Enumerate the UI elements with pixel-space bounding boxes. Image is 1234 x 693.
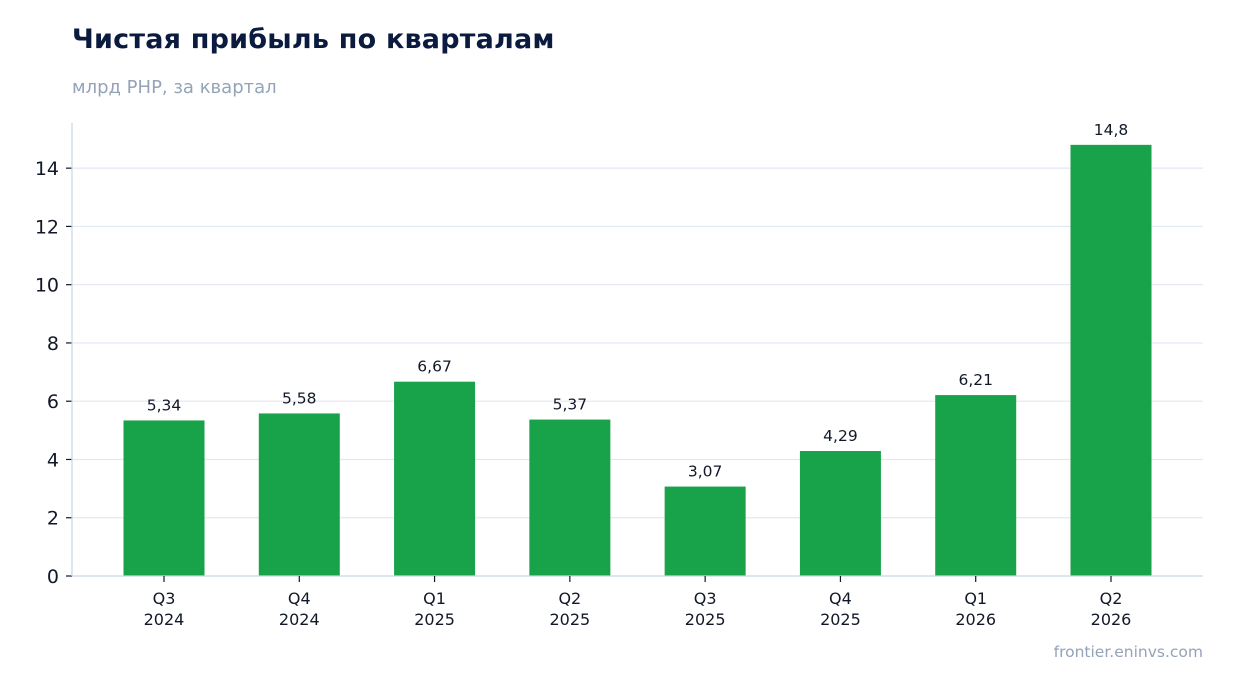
data-label: 6,67	[417, 358, 452, 376]
bar	[258, 413, 340, 576]
y-tick-label: 14	[35, 158, 59, 180]
chart-subtitle: млрд РНР, за квартал	[72, 77, 277, 98]
x-tick-label-year: 2024	[279, 610, 320, 629]
data-label: 5,37	[553, 396, 588, 414]
y-tick-label: 10	[35, 275, 59, 297]
bar	[394, 381, 476, 576]
data-label: 5,34	[147, 396, 182, 414]
bar	[529, 419, 611, 576]
bars	[123, 144, 1152, 576]
gridlines	[72, 167, 1203, 519]
axes	[66, 123, 1203, 582]
y-tick-label: 6	[47, 391, 59, 413]
bar	[935, 395, 1017, 576]
chart-title: Чистая прибыль по кварталам	[72, 24, 555, 55]
x-tick-label-year: 2026	[1091, 610, 1132, 629]
bar	[1070, 144, 1152, 576]
data-label: 4,29	[823, 427, 858, 445]
y-tick-label: 0	[47, 566, 59, 588]
labels: 0 2 4 6 8 10 12 14 5,34 Q3 2024 5,58 Q4 2024 6,67 Q1 202…	[35, 121, 1132, 629]
bar	[664, 486, 746, 576]
x-tick-label-year: 2025	[414, 610, 455, 629]
x-tick-label-quarter: Q4	[829, 589, 852, 608]
data-label: 6,21	[958, 371, 993, 389]
x-tick-label-quarter: Q2	[1100, 589, 1123, 608]
x-tick-label-year: 2025	[549, 610, 590, 629]
x-tick-label-quarter: Q3	[694, 589, 717, 608]
data-label: 14,8	[1094, 121, 1129, 139]
x-tick-label-quarter: Q4	[288, 589, 311, 608]
data-label: 5,58	[282, 389, 317, 407]
y-tick-label: 2	[47, 508, 59, 530]
x-tick-label-quarter: Q2	[558, 589, 581, 608]
x-tick-label-year: 2024	[144, 610, 185, 629]
bar	[799, 451, 881, 576]
y-tick-label: 8	[47, 333, 59, 355]
y-tick-label: 12	[35, 216, 59, 238]
x-tick-label-year: 2025	[685, 610, 726, 629]
x-tick-label-year: 2026	[955, 610, 996, 629]
x-tick-label-quarter: Q3	[153, 589, 176, 608]
x-tick-label-quarter: Q1	[964, 589, 987, 608]
data-label: 3,07	[688, 463, 723, 481]
y-tick-label: 4	[47, 449, 59, 471]
bar	[123, 420, 205, 576]
source-credit: frontier.eninvs.com	[1053, 643, 1203, 661]
x-tick-label-year: 2025	[820, 610, 861, 629]
x-tick-label-quarter: Q1	[423, 589, 446, 608]
